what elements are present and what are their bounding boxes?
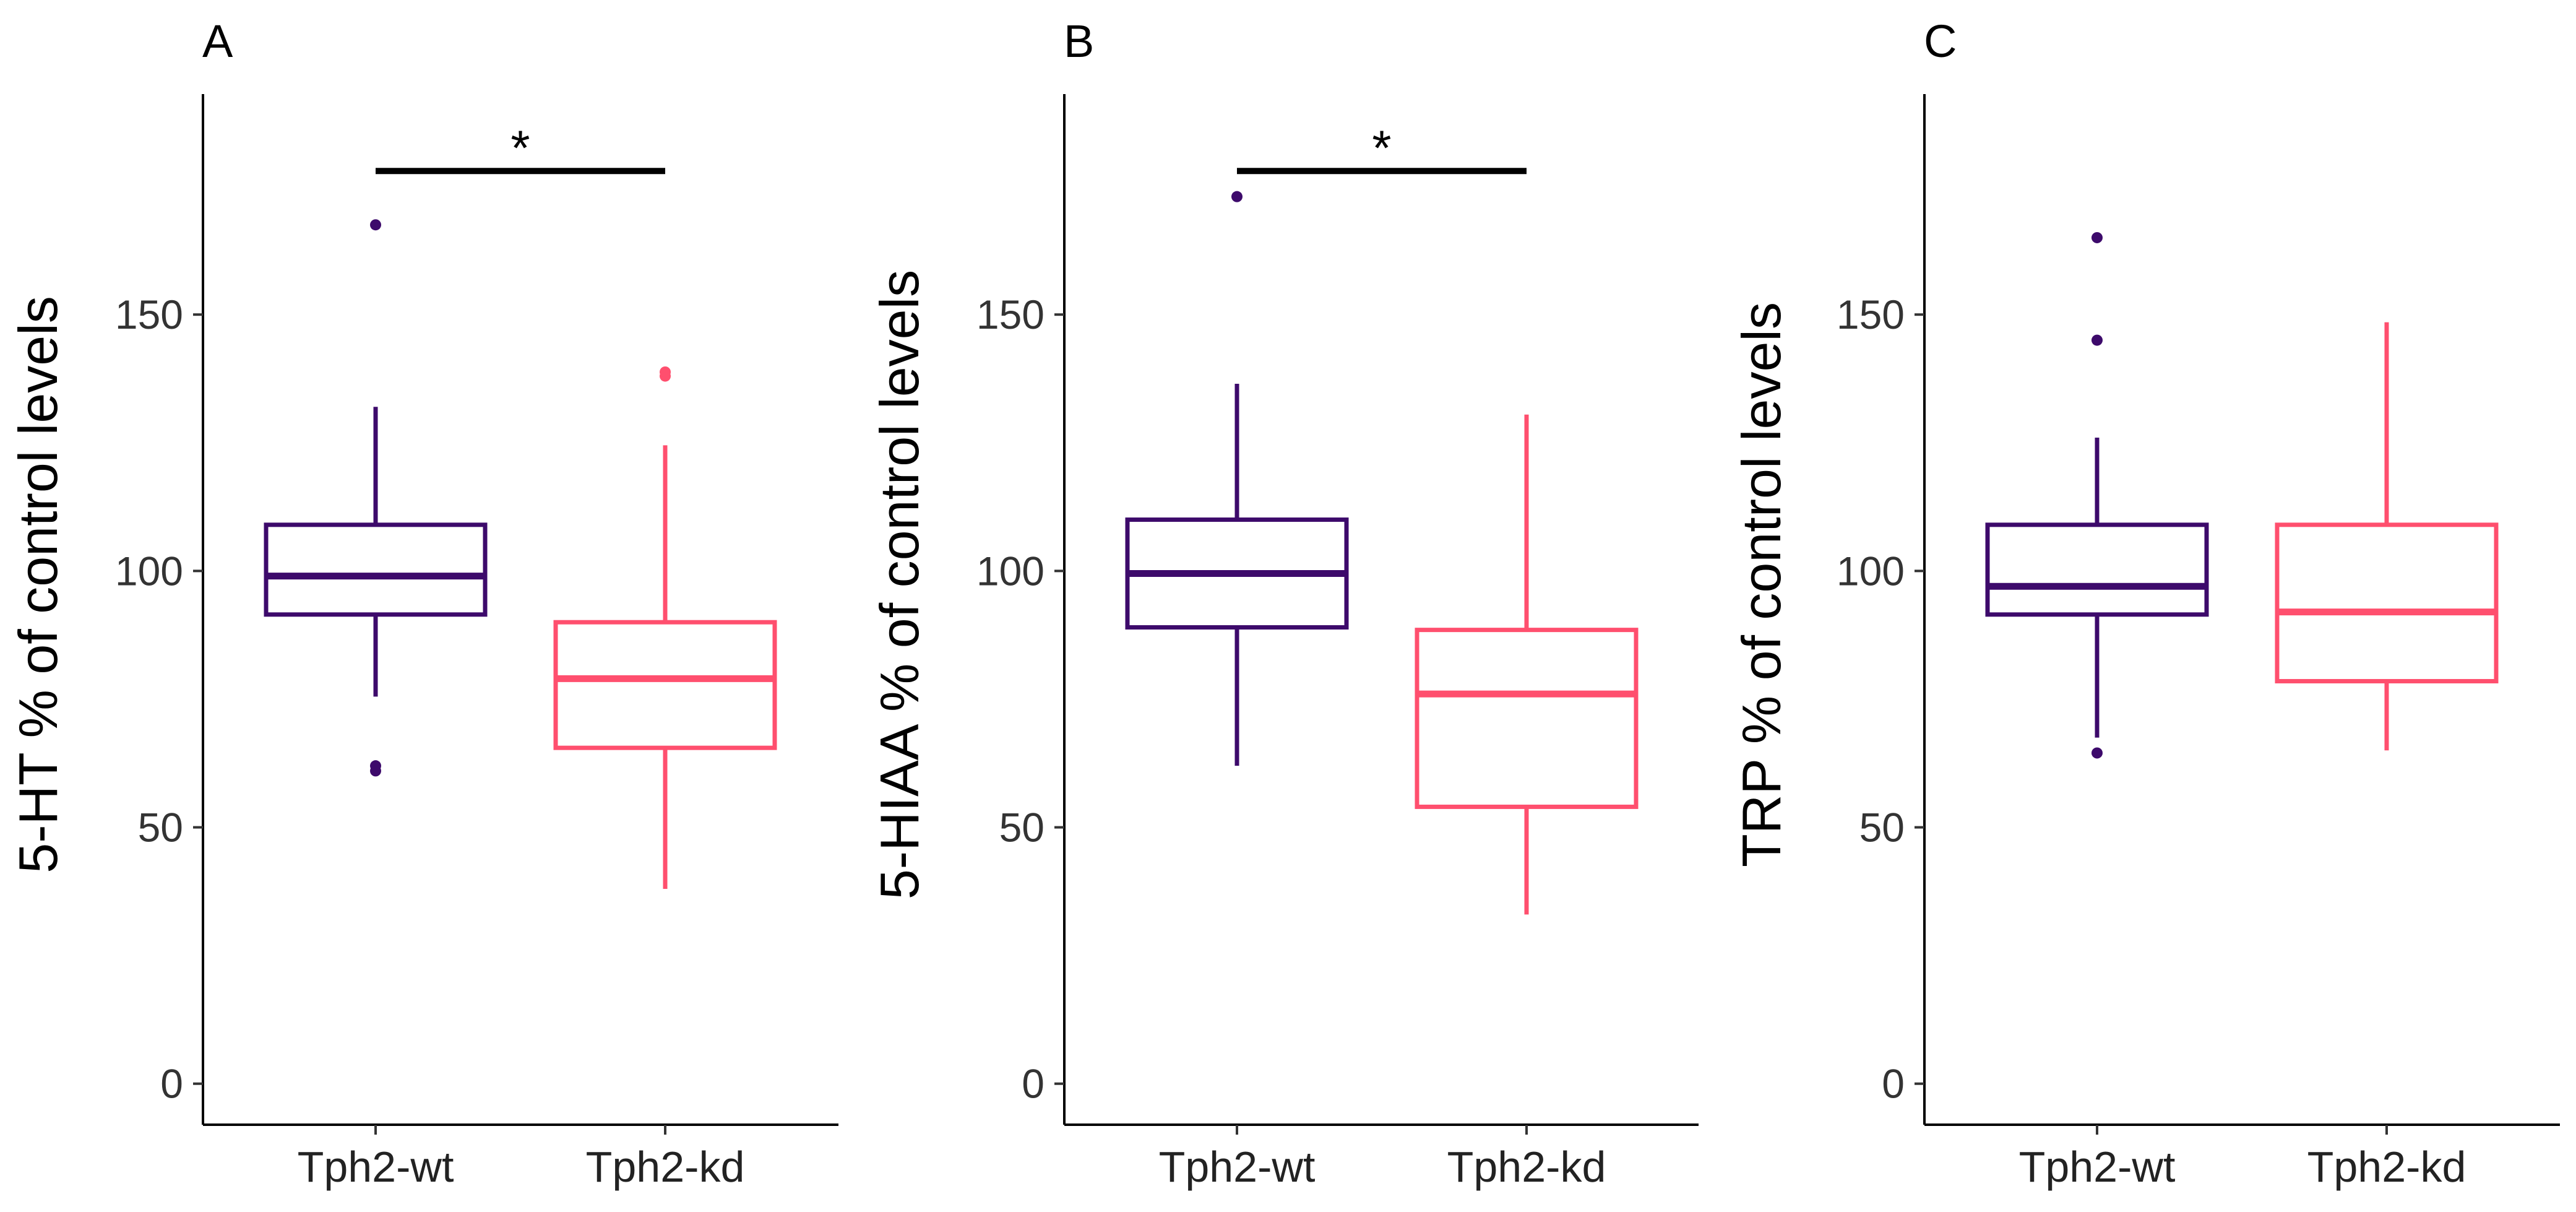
y-tick-label: 50 [999,805,1045,851]
outlier-point [660,366,671,378]
x-tick-label: Tph2-kd [2307,1143,2466,1191]
y-tick-label: 100 [1837,548,1905,594]
x-tick-label: Tph2-kd [586,1143,745,1191]
panel-B: B 5-HIAA % of control levels 0 50 100 150 Tph2… [869,15,1699,1191]
y-tick-label: 150 [976,292,1045,337]
panel-label: B [1064,15,1094,67]
y-tick-label: 100 [115,548,183,594]
y-axis-title: TRP % of control levels [1731,302,1792,867]
outlier-point [370,219,381,231]
box-iqr [2275,522,2499,683]
x-tick-label: Tph2-kd [1447,1143,1606,1191]
y-tick-label: 150 [1837,292,1905,337]
box-tph2-kd [2275,322,2499,751]
y-tick-label: 150 [115,292,183,337]
box-tph2-wt [264,219,488,777]
outlier-point [1231,191,1243,202]
y-axis-title: 5-HT % of control levels [7,296,69,873]
box-tph2-wt [1985,232,2209,759]
box-iqr [264,522,488,617]
x-tick-label: Tph2-wt [1159,1143,1316,1191]
panel-C: C TRP % of control levels 0 50 100 150 Tph2-wt… [1731,15,2560,1191]
y-tick-label: 0 [160,1061,183,1107]
outlier-point [2091,232,2103,243]
significance-star: * [1372,120,1391,175]
panel-A: A 5-HT % of control levels 0 50 100 150 Tph2-w… [7,15,838,1191]
panel-label: A [202,15,233,67]
box-tph2-kd [553,366,777,889]
box-tph2-wt [1125,191,1349,766]
y-tick-label: 50 [138,805,183,851]
box-iqr [1985,522,2209,617]
x-tick-label: Tph2-wt [2019,1143,2176,1191]
significance-star: * [510,120,530,175]
outlier-point [2091,747,2103,759]
y-tick-label: 100 [976,548,1045,594]
y-tick-label: 0 [1022,1061,1045,1107]
outlier-point [2091,334,2103,346]
box-iqr [553,620,777,750]
x-tick-label: Tph2-wt [298,1143,454,1191]
y-tick-label: 0 [1882,1061,1905,1107]
box-tph2-kd [1415,414,1639,915]
box-iqr [1415,628,1639,809]
y-axis-title: 5-HIAA % of control levels [869,270,930,899]
y-tick-label: 50 [1859,805,1905,851]
outlier-point [370,765,381,777]
panel-label: C [1924,15,1957,67]
